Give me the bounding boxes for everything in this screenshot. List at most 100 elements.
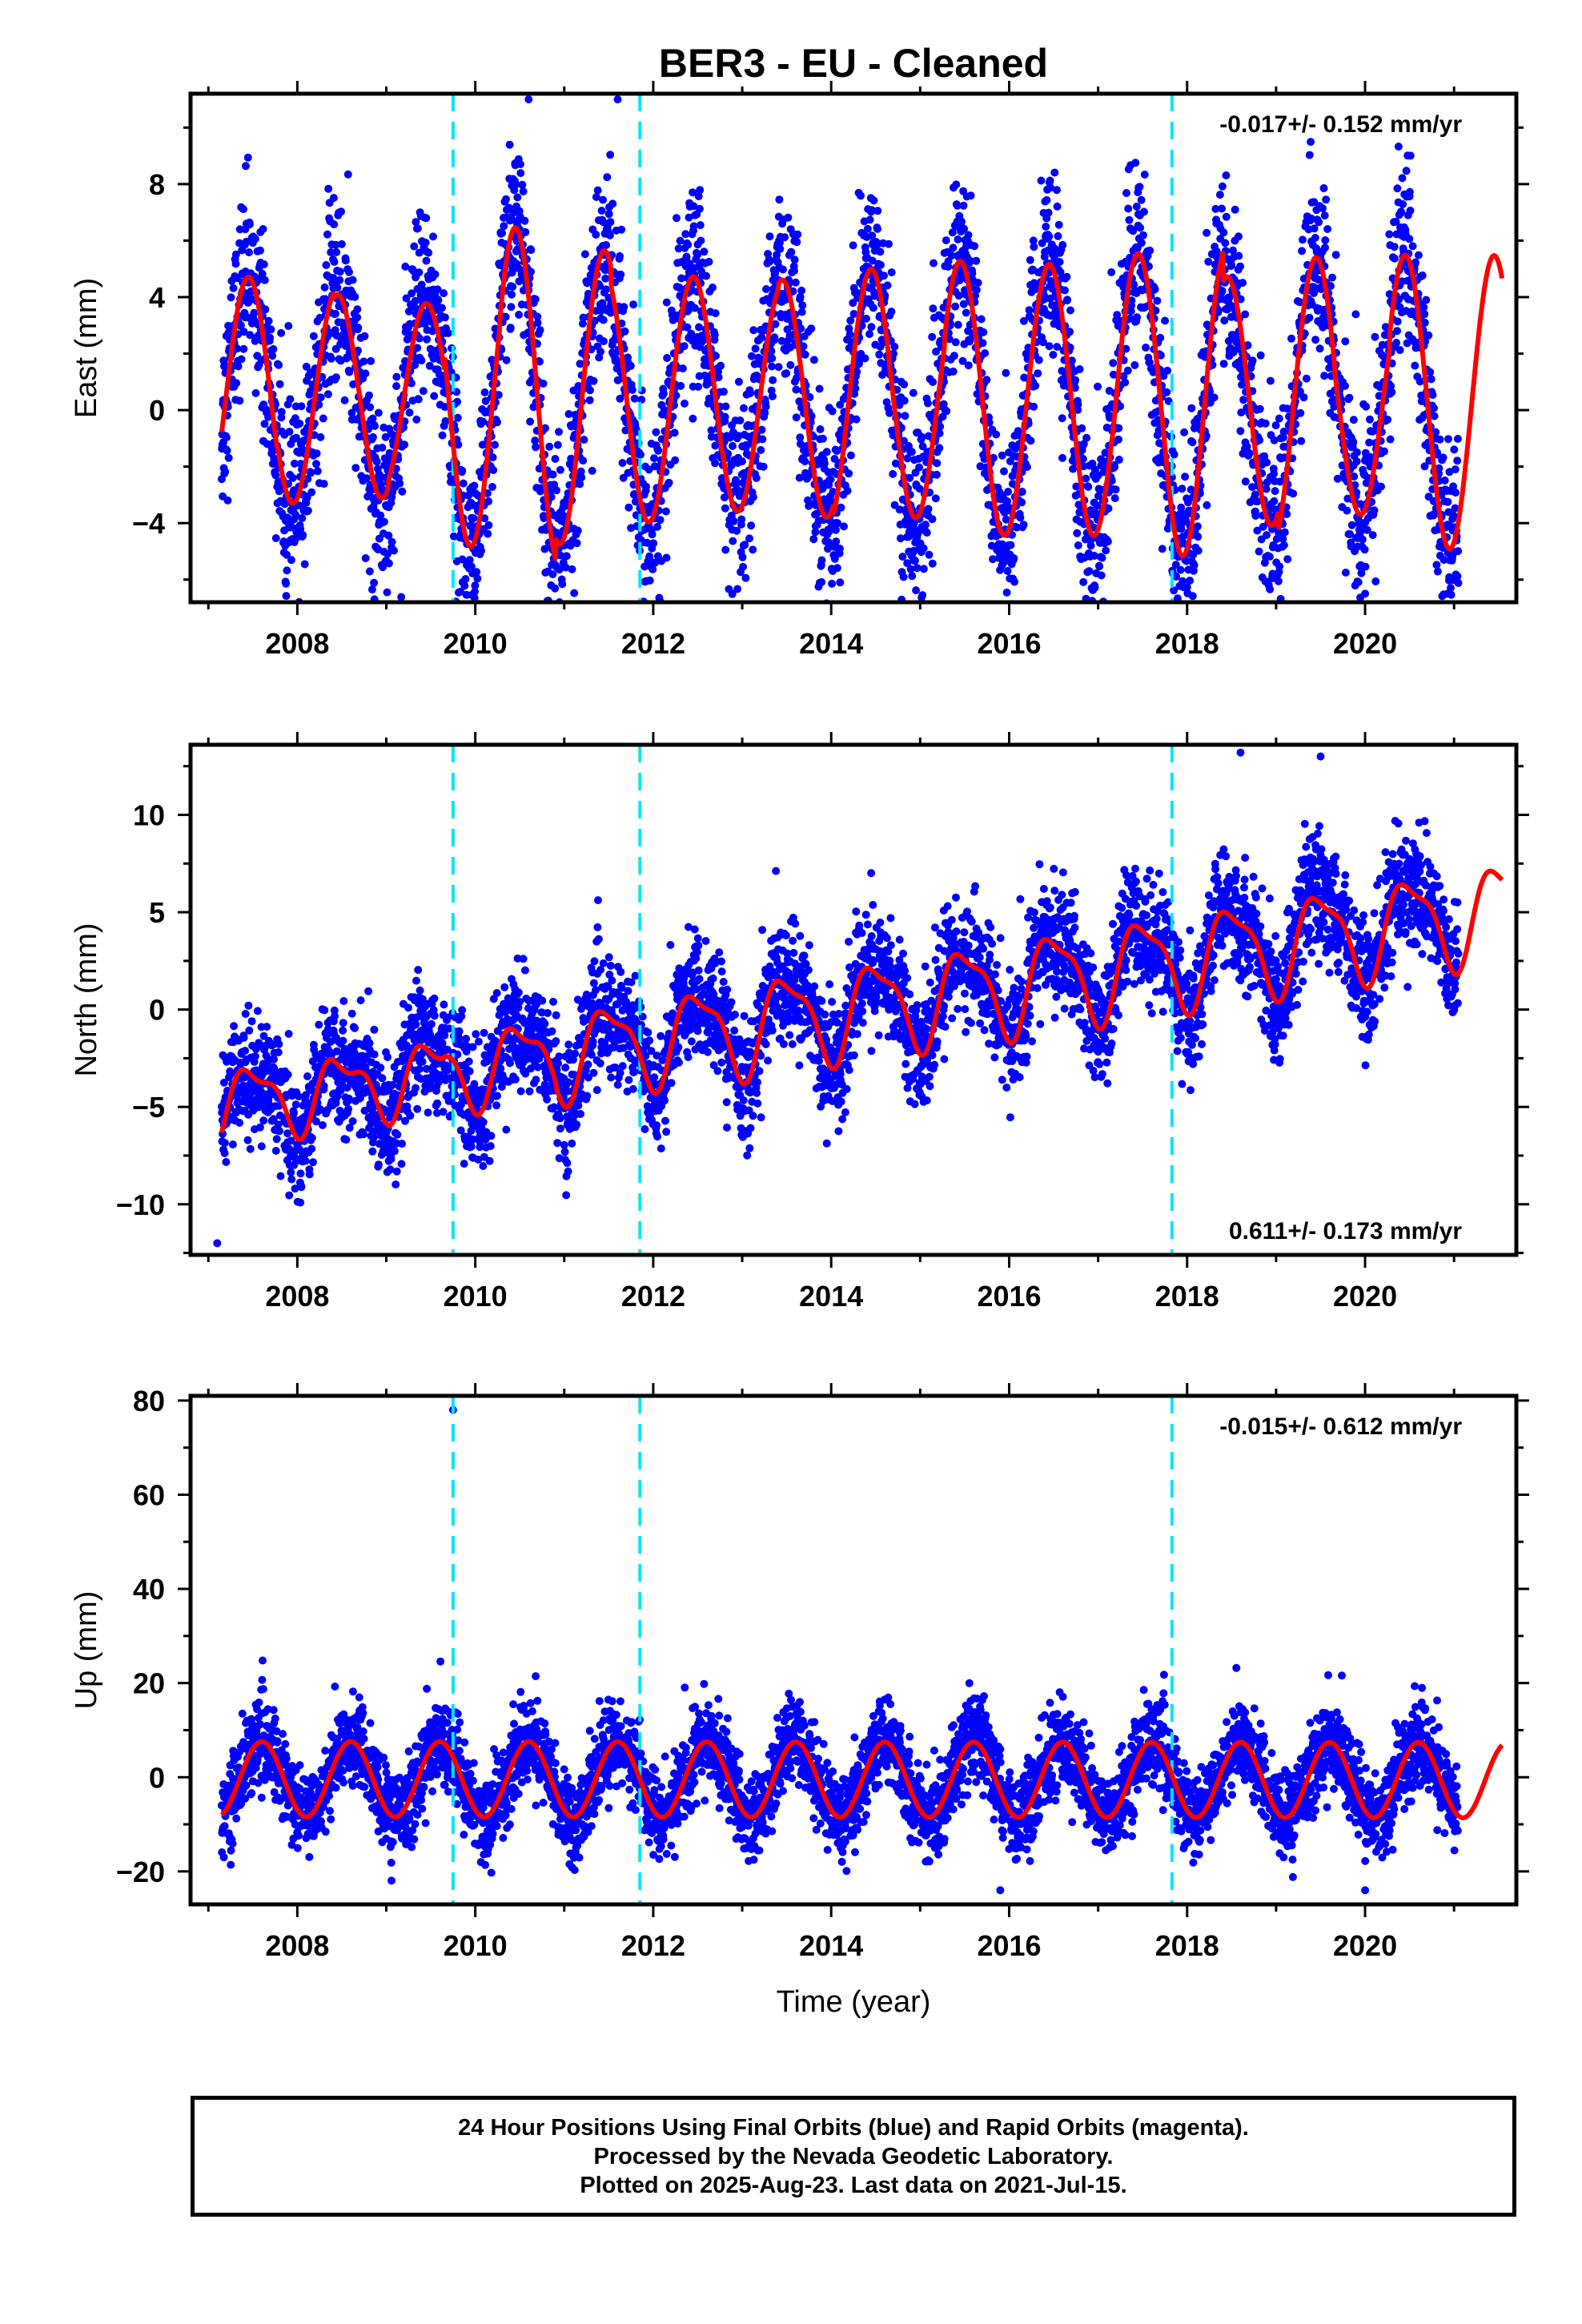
east-data-point	[1362, 402, 1371, 411]
east-data-point	[508, 283, 517, 292]
east-data-point	[264, 316, 273, 325]
east-data-point	[796, 433, 805, 442]
east-data-point	[710, 331, 719, 340]
east-data-point	[1439, 632, 1447, 640]
east-data-point	[935, 429, 944, 437]
east-data-point	[924, 399, 932, 408]
east-data-point	[795, 473, 804, 482]
east-data-point	[792, 413, 801, 422]
east-data-point	[1296, 408, 1305, 417]
east-data-point	[223, 496, 232, 505]
east-data-point	[1137, 239, 1146, 247]
east-data-point	[295, 420, 304, 428]
east-data-point	[1371, 577, 1380, 585]
east-data-point	[721, 402, 730, 411]
east-data-point	[751, 344, 760, 353]
east-data-point	[787, 248, 796, 256]
east-data-point	[1361, 589, 1370, 598]
east-data-point	[488, 453, 497, 462]
east-data-point	[1452, 489, 1460, 497]
east-data-point	[548, 617, 556, 625]
east-data-point	[536, 326, 544, 335]
east-data-point	[275, 380, 284, 388]
east-plot-area	[217, 94, 1505, 677]
east-data-point	[745, 534, 753, 543]
east-data-point	[929, 378, 938, 386]
east-data-point	[824, 545, 832, 553]
east-data-point	[843, 486, 852, 495]
east-data-point	[809, 356, 818, 364]
east-data-point	[1103, 537, 1112, 546]
east-data-point	[531, 295, 540, 304]
east-data-point	[282, 592, 291, 601]
east-data-point	[665, 478, 673, 487]
east-data-point	[488, 483, 496, 491]
east-data-point	[302, 362, 311, 371]
east-data-point	[415, 268, 424, 277]
east-data-point	[732, 480, 741, 489]
east-data-point	[456, 587, 465, 596]
east-data-point	[978, 339, 987, 348]
east-data-point	[245, 248, 253, 257]
east-data-point	[674, 244, 683, 253]
east-data-point	[286, 395, 295, 404]
east-data-point	[741, 573, 750, 582]
east-data-point	[793, 374, 801, 382]
east-data-point	[942, 407, 951, 416]
east-data-point	[1204, 257, 1213, 266]
east-data-point	[258, 270, 267, 278]
east-data-point	[1180, 428, 1189, 436]
east-data-point	[807, 324, 816, 333]
east-data-point	[656, 516, 665, 525]
east-data-point	[1203, 501, 1211, 509]
east-data-point	[759, 462, 768, 471]
east-data-point	[1161, 316, 1170, 325]
east-data-point	[913, 564, 921, 573]
east-data-point	[939, 400, 948, 408]
east-data-point	[471, 581, 480, 590]
east-data-point	[900, 380, 909, 388]
east-data-point	[1078, 605, 1086, 613]
east-data-point	[467, 605, 475, 613]
east-data-point	[846, 451, 855, 460]
east-data-point	[1218, 204, 1226, 213]
east-data-point	[959, 201, 968, 210]
east-data-point	[438, 431, 447, 440]
east-data-point	[1181, 472, 1190, 481]
east-data-point	[1110, 494, 1119, 503]
east-data-point	[682, 252, 691, 261]
east-data-point	[781, 296, 789, 304]
east-data-point	[316, 432, 325, 441]
east-data-point	[761, 408, 769, 417]
east-data-point	[235, 396, 244, 405]
east-y-tick-label: 4	[149, 281, 165, 314]
north-data-point	[220, 1149, 229, 1157]
east-data-point	[917, 432, 926, 441]
east-data-point	[833, 564, 841, 573]
east-data-point	[572, 539, 581, 548]
east-data-point	[1097, 571, 1106, 580]
east-data-point	[729, 537, 737, 545]
east-data-point	[526, 417, 535, 426]
east-data-point	[551, 455, 560, 463]
east-data-point	[524, 95, 533, 104]
east-data-point	[580, 250, 589, 259]
east-data-point	[1074, 541, 1082, 549]
east-data-point	[1239, 279, 1247, 287]
east-data-point	[868, 206, 876, 215]
east-data-point	[1418, 271, 1427, 279]
east-data-point	[251, 235, 259, 243]
east-data-point	[429, 232, 437, 241]
east-data-point	[947, 251, 956, 260]
east-data-point	[721, 504, 729, 513]
east-data-point	[951, 338, 960, 347]
east-data-point	[799, 342, 808, 351]
east-data-point	[1402, 167, 1411, 175]
east-data-point	[1366, 415, 1374, 424]
east-data-point	[1215, 191, 1224, 199]
east-data-point	[757, 446, 765, 454]
east-data-point	[589, 376, 598, 385]
east-data-point	[562, 669, 570, 677]
east-data-point	[837, 612, 845, 620]
east-data-point	[536, 357, 544, 366]
